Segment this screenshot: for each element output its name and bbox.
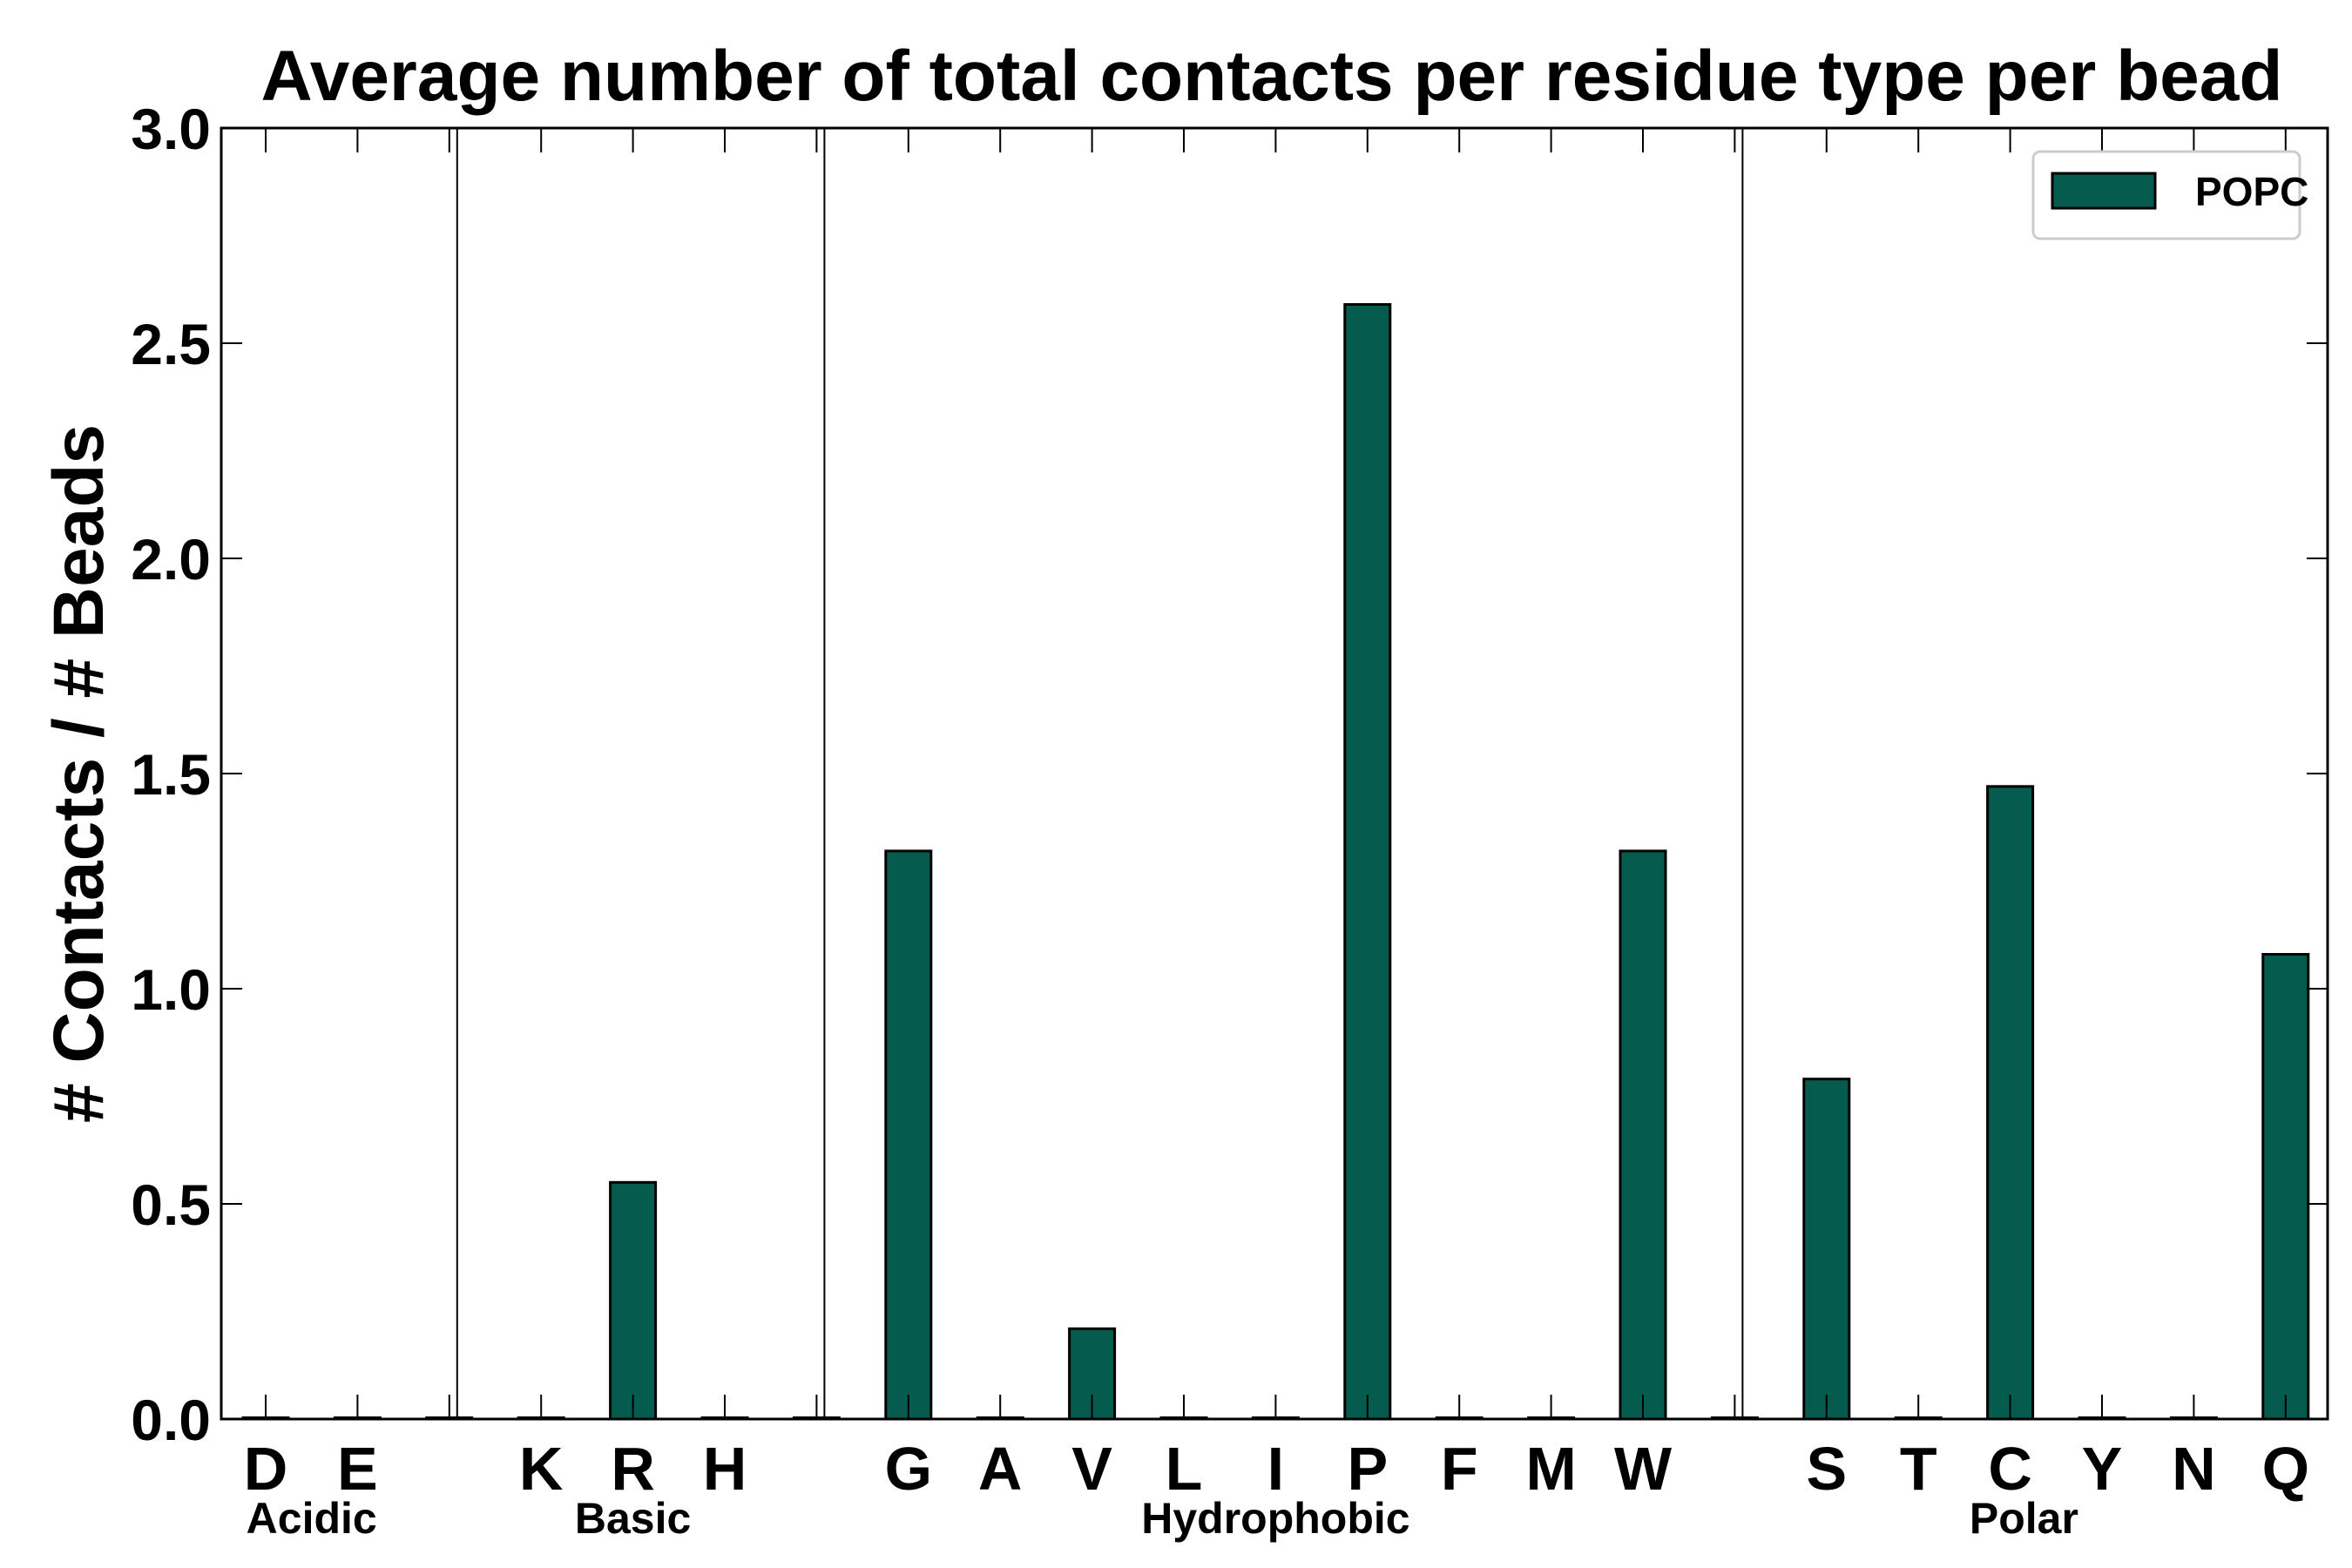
group-separators [456,128,1744,1419]
bar-Q [2261,953,2310,1421]
tick-marks [221,127,2328,1420]
bar-W [1619,849,1667,1421]
group-label-acidic: Acidic [247,1494,377,1543]
group-labels: Acidic Basic Hydrophobic Polar [247,1494,2078,1543]
x-tick-label-S: S [1806,1435,1847,1503]
chart-title: Average number of total contacts per res… [261,37,2283,116]
y-tick-label-0: 0.0 [131,1388,211,1452]
y-tick-label-1: 0.5 [131,1173,211,1237]
y-tick-label-5: 2.5 [131,312,211,376]
x-tick-label-I: I [1267,1435,1284,1503]
x-tick-label-Y: Y [2082,1435,2123,1503]
y-tick-label-6: 3.0 [131,97,211,161]
x-tick-label-M: M [1525,1435,1576,1503]
x-tick-label-G: G [885,1435,932,1503]
bar-P [1343,303,1392,1421]
bar-G [884,849,933,1421]
x-tick-label-T: T [1900,1435,1937,1503]
group-label-polar: Polar [1970,1494,2078,1543]
y-tick-label-3: 1.5 [131,742,211,807]
y-tick-label-2: 1.0 [131,957,211,1022]
y-tick-labels: 0.0 0.5 1.0 1.5 2.0 2.5 3.0 [131,97,211,1452]
x-tick-label-R: R [611,1435,655,1503]
x-tick-label-L: L [1166,1435,1203,1503]
y-axis-label: # Contacts / # Beads [39,424,118,1123]
x-tick-label-P: P [1347,1435,1388,1503]
legend: POPC [2031,150,2308,240]
group-label-hydrophobic: Hydrophobic [1141,1494,1409,1543]
x-tick-label-C: C [1988,1435,2032,1503]
x-tick-label-V: V [1071,1435,1112,1503]
x-tick-label-W: W [1614,1435,1672,1503]
plot-frame [220,126,2329,1421]
x-tick-label-A: A [978,1435,1023,1503]
x-tick-label-K: K [519,1435,564,1503]
group-label-basic: Basic [575,1494,691,1543]
x-tick-label-F: F [1441,1435,1478,1503]
legend-label-popc: POPC [2195,169,2308,214]
legend-swatch-popc [2051,172,2157,210]
bars-layer [241,303,2310,1421]
bar-S [1802,1078,1851,1421]
x-tick-label-N: N [2172,1435,2216,1503]
bar-R [609,1180,658,1421]
x-tick-label-Q: Q [2262,1435,2309,1503]
x-tick-label-H: H [703,1435,747,1503]
y-tick-label-4: 2.0 [131,527,211,591]
x-tick-label-E: E [337,1435,378,1503]
x-tick-label-D: D [244,1435,288,1503]
bar-C [1986,785,2035,1421]
